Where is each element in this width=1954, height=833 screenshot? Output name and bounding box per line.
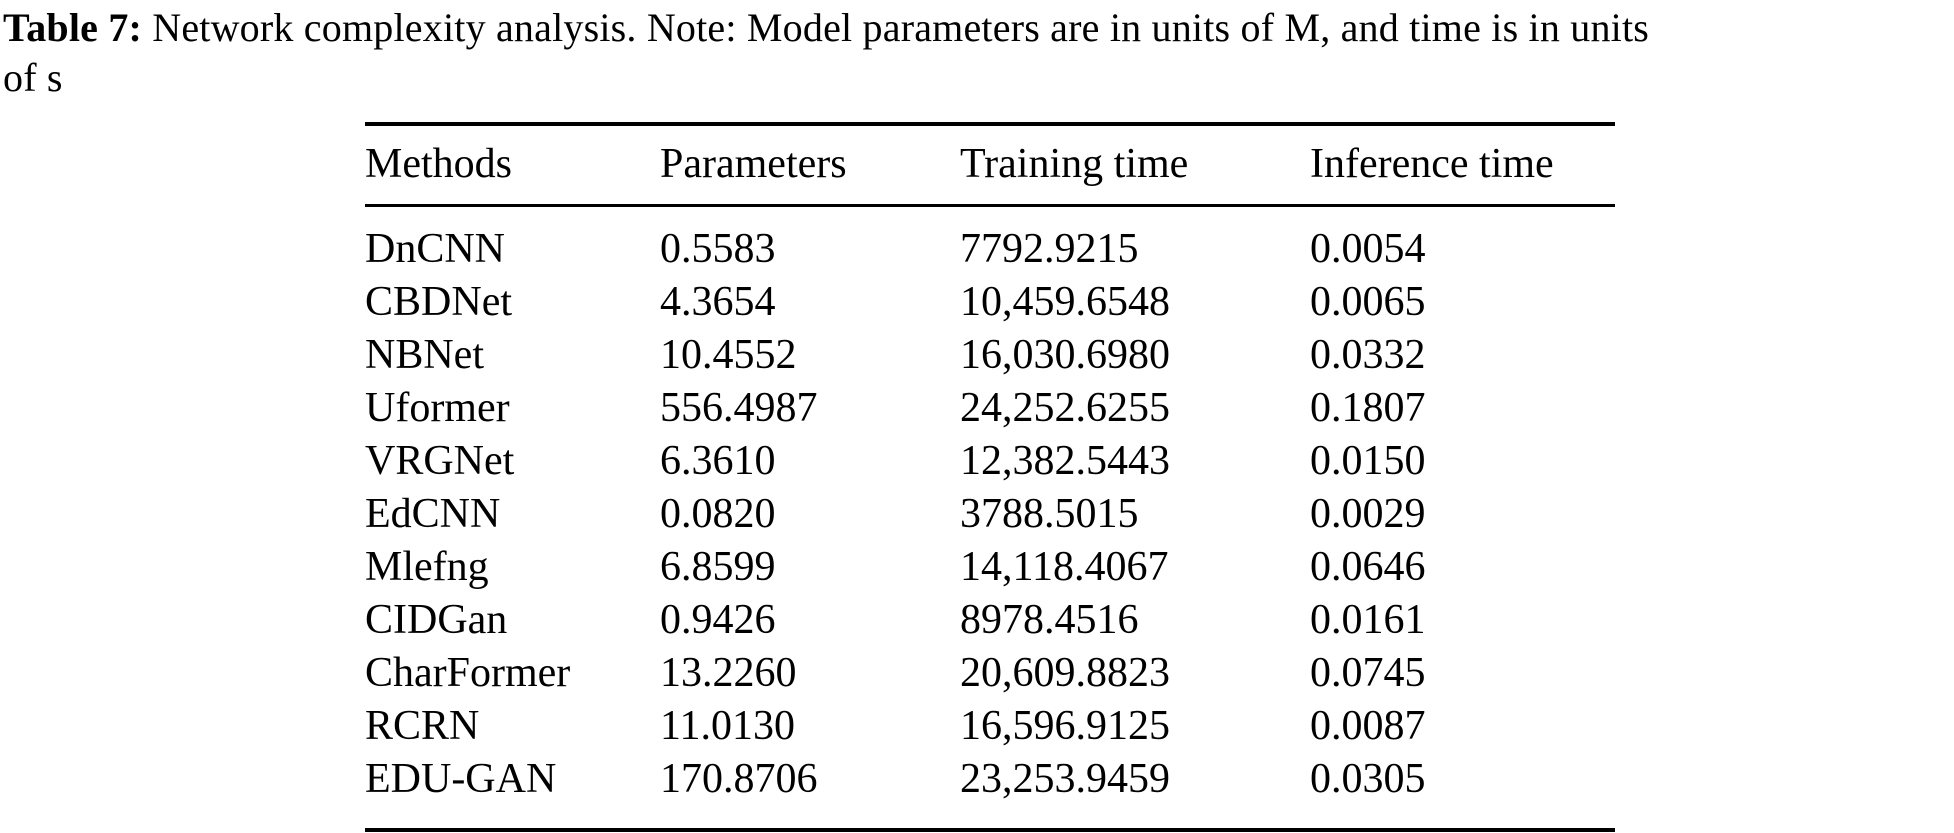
caption-text-line1: Network complexity analysis. Note: Model… — [142, 5, 1650, 50]
method-cell: EdCNN — [365, 491, 501, 537]
inference-time-cell: 0.0332 — [1310, 332, 1426, 378]
parameters-cell: 556.4987 — [660, 385, 818, 431]
training-time-cell: 16,030.6980 — [960, 332, 1170, 378]
training-time-cell: 10,459.6548 — [960, 279, 1170, 325]
caption-label: Table 7: — [3, 5, 143, 50]
table-row: CBDNet 4.3654 10,459.6548 0.0065 — [365, 276, 1615, 329]
training-time-cell: 14,118.4067 — [960, 544, 1169, 590]
table-row: VRGNet 6.3610 12,382.5443 0.0150 — [365, 435, 1615, 488]
table-row: Uformer 556.4987 24,252.6255 0.1807 — [365, 382, 1615, 435]
training-time-cell: 16,596.9125 — [960, 703, 1170, 749]
caption-text-line2: of s — [3, 55, 63, 100]
table-row: Mlefng 6.8599 14,118.4067 0.0646 — [365, 541, 1615, 594]
table-row: RCRN 11.0130 16,596.9125 0.0087 — [365, 700, 1615, 753]
method-cell: Uformer — [365, 385, 510, 431]
method-cell: DnCNN — [365, 226, 506, 272]
inference-time-cell: 0.0745 — [1310, 650, 1426, 696]
inference-time-cell: 0.0305 — [1310, 756, 1426, 802]
training-time-cell: 20,609.8823 — [960, 650, 1170, 696]
complexity-table: Methods Parameters Training time Inferen… — [365, 122, 1615, 832]
column-header-inference-time: Inference time — [1310, 141, 1554, 187]
parameters-cell: 6.8599 — [660, 544, 776, 590]
table-row: DnCNN 0.5583 7792.9215 0.0054 — [365, 206, 1615, 277]
inference-time-cell: 0.0065 — [1310, 279, 1426, 325]
method-cell: RCRN — [365, 703, 480, 749]
inference-time-cell: 0.0029 — [1310, 491, 1426, 537]
method-cell: CBDNet — [365, 279, 512, 325]
table-row: EDU-GAN 170.8706 23,253.9459 0.0305 — [365, 753, 1615, 830]
table-row: CharFormer 13.2260 20,609.8823 0.0745 — [365, 647, 1615, 700]
training-time-cell: 23,253.9459 — [960, 756, 1170, 802]
table-row: CIDGan 0.9426 8978.4516 0.0161 — [365, 594, 1615, 647]
training-time-cell: 24,252.6255 — [960, 385, 1170, 431]
parameters-cell: 170.8706 — [660, 756, 818, 802]
table-row: NBNet 10.4552 16,030.6980 0.0332 — [365, 329, 1615, 382]
training-time-cell: 8978.4516 — [960, 597, 1139, 643]
method-cell: NBNet — [365, 332, 484, 378]
column-header-parameters: Parameters — [660, 141, 847, 187]
column-header-methods: Methods — [365, 141, 512, 187]
table-body: DnCNN 0.5583 7792.9215 0.0054 CBDNet 4.3654 10… — [365, 206, 1615, 831]
table-row: EdCNN 0.0820 3788.5015 0.0029 — [365, 488, 1615, 541]
inference-time-cell: 0.1807 — [1310, 385, 1426, 431]
inference-time-cell: 0.0054 — [1310, 226, 1426, 272]
parameters-cell: 4.3654 — [660, 279, 776, 325]
method-cell: EDU-GAN — [365, 756, 557, 802]
method-cell: VRGNet — [365, 438, 515, 484]
method-cell: CIDGan — [365, 597, 508, 643]
header-row: Methods Parameters Training time Inferen… — [365, 124, 1615, 206]
column-header-training-time: Training time — [960, 141, 1189, 187]
inference-time-cell: 0.0150 — [1310, 438, 1426, 484]
method-cell: CharFormer — [365, 650, 571, 696]
training-time-cell: 7792.9215 — [960, 226, 1139, 272]
table-caption: Table 7: Network complexity analysis. No… — [0, 0, 1954, 103]
parameters-cell: 13.2260 — [660, 650, 797, 696]
training-time-cell: 12,382.5443 — [960, 438, 1170, 484]
parameters-cell: 0.5583 — [660, 226, 776, 272]
inference-time-cell: 0.0161 — [1310, 597, 1426, 643]
inference-time-cell: 0.0646 — [1310, 544, 1426, 590]
training-time-cell: 3788.5015 — [960, 491, 1139, 537]
parameters-cell: 10.4552 — [660, 332, 797, 378]
parameters-cell: 0.0820 — [660, 491, 776, 537]
inference-time-cell: 0.0087 — [1310, 703, 1426, 749]
parameters-cell: 11.0130 — [660, 703, 795, 749]
parameters-cell: 6.3610 — [660, 438, 776, 484]
table-header: Methods Parameters Training time Inferen… — [365, 124, 1615, 206]
parameters-cell: 0.9426 — [660, 597, 776, 643]
method-cell: Mlefng — [365, 544, 489, 590]
